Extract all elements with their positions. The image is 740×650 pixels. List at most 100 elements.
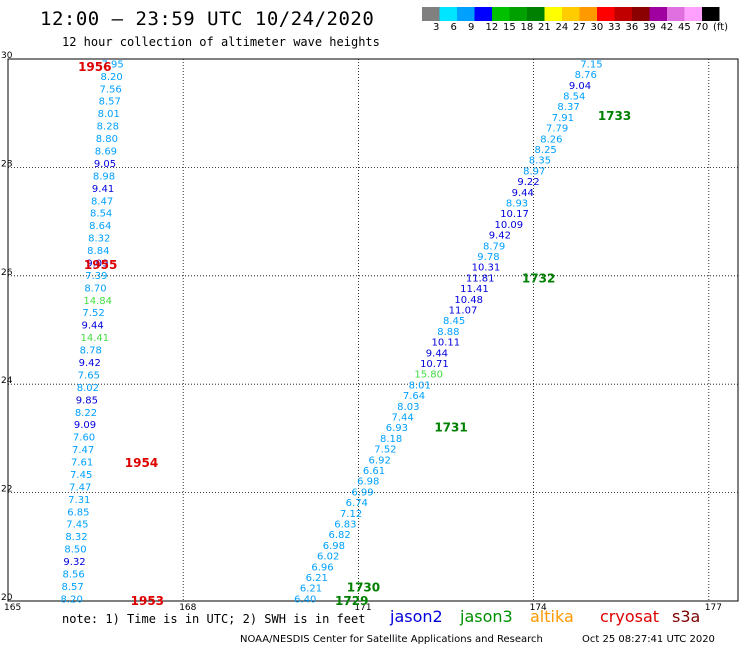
y-tick-label: 26 (1, 268, 13, 278)
color-swatch (439, 7, 457, 21)
legend-jason2: jason2 (390, 607, 443, 626)
color-scale-label: 6 (450, 22, 457, 33)
color-scale-label: 18 (520, 22, 534, 33)
wave-height-value: 6.61 (363, 466, 385, 477)
color-scale-label: 9 (468, 22, 475, 33)
wave-height-value: 11.41 (460, 284, 489, 295)
wave-height-value: 8.47 (91, 196, 113, 207)
color-scale-label: 27 (573, 22, 586, 33)
color-swatch (649, 7, 667, 21)
legend-cryosat: cryosat (600, 607, 660, 626)
wave-height-value: 7.52 (374, 445, 396, 456)
color-scale-label: 70 (695, 22, 709, 33)
wave-height-value: 8.45 (443, 316, 465, 327)
wave-height-value: 8.80 (96, 134, 118, 145)
wave-height-value: 6.02 (317, 552, 339, 563)
wave-height-value: 14.41 (81, 333, 110, 344)
color-scale-label: 15 (503, 22, 516, 33)
color-scale-label: 24 (555, 22, 569, 33)
wave-height-value: 7.79 (546, 124, 568, 135)
color-swatch (562, 7, 580, 21)
wave-height-value: 8.70 (84, 283, 106, 294)
y-tick-label: 20 (1, 593, 13, 603)
wave-height-value: 10.48 (454, 295, 483, 306)
wave-height-value: 7.15 (580, 59, 602, 70)
wave-height-value: 8.76 (575, 70, 597, 81)
wave-height-value: 8.01 (98, 109, 120, 120)
color-scale-label: (ft) (713, 22, 729, 33)
wave-height-value: 9.32 (63, 557, 85, 568)
color-scale-legend (422, 7, 720, 21)
wave-height-value: 6.85 (67, 507, 89, 518)
color-swatch (667, 7, 685, 21)
wave-height-value: 8.54 (90, 209, 112, 220)
wave-height-value: 8.50 (64, 545, 86, 556)
color-swatch (527, 7, 545, 21)
wave-height-value: 8.20 (100, 72, 122, 83)
color-swatch (474, 7, 492, 21)
wave-height-value: 10.17 (500, 209, 529, 220)
y-tick-label: 24 (1, 376, 13, 386)
wave-height-value: 8.37 (557, 102, 579, 113)
y-tick-label: 30 (1, 51, 13, 61)
wave-height-value: 7.39 (85, 271, 107, 282)
wave-height-value: 8.54 (563, 92, 585, 103)
color-scale-label: 39 (643, 22, 656, 33)
wave-height-value: 8.01 (409, 380, 431, 391)
color-swatch (544, 7, 562, 21)
x-tick-label: 174 (530, 603, 547, 610)
x-tick-label: 171 (354, 603, 371, 610)
wave-height-value: 8.25 (535, 145, 557, 156)
wave-height-value: 9.44 (512, 188, 534, 199)
wave-height-value: 7.47 (72, 445, 94, 456)
wave-height-value: 8.32 (88, 234, 110, 245)
wave-height-value: 8.84 (87, 246, 109, 257)
color-swatch (597, 7, 615, 21)
wave-height-value: 6.21 (306, 573, 328, 584)
wave-height-plot: 165 168 171 174 1772022242628308.208.578.569… (1, 51, 739, 610)
wave-height-value: 7.31 (68, 495, 90, 506)
wave-height-value: 11.81 (466, 273, 495, 284)
wave-height-value: 7.52 (82, 308, 104, 319)
color-swatch (632, 7, 650, 21)
wave-height-value: 8.35 (529, 156, 551, 167)
wave-height-value: 6.82 (328, 530, 350, 541)
wave-height-value: 6.98 (357, 477, 379, 488)
wave-height-value: 8.69 (95, 147, 117, 158)
color-swatch (457, 7, 475, 21)
wave-height-value: 8.64 (89, 221, 111, 232)
wave-height-value: 9.78 (477, 252, 499, 263)
wave-height-value: 9.42 (489, 231, 511, 242)
wave-height-value: 7.64 (403, 391, 425, 402)
wave-height-value: 6.40 (294, 594, 316, 605)
wave-height-value: 6.74 (346, 498, 368, 509)
wave-height-value: 9.41 (92, 184, 114, 195)
wave-height-value: 9.44 (81, 321, 103, 332)
color-swatch (579, 7, 597, 21)
color-swatch (492, 7, 510, 21)
wave-height-value: 10.11 (432, 338, 461, 349)
legend-altika: altika (530, 607, 574, 626)
color-swatch (702, 7, 720, 21)
wave-height-value: 11.07 (449, 305, 478, 316)
wave-height-value: 8.28 (97, 122, 119, 133)
y-tick-label: 28 (1, 159, 13, 169)
pass-time-label: 1955 (84, 258, 117, 272)
pass-time-label: 1731 (434, 421, 467, 435)
wave-height-value: 7.12 (340, 509, 362, 520)
color-scale-label: 42 (660, 22, 674, 33)
wave-height-value: 8.22 (75, 408, 97, 419)
wave-height-value: 8.93 (506, 199, 528, 210)
color-scale-label: 36 (625, 22, 639, 33)
pass-time-label: 1954 (125, 456, 158, 470)
wave-height-value: 8.02 (77, 383, 99, 394)
wave-height-value: 10.71 (420, 359, 449, 370)
wave-height-value: 7.56 (100, 84, 122, 95)
wave-height-value: 8.56 (62, 569, 84, 580)
wave-height-value: 9.05 (94, 159, 116, 170)
x-tick-label: 177 (705, 603, 722, 610)
color-scale-label: 12 (485, 22, 499, 33)
pass-time-label: 1729 (335, 594, 368, 608)
wave-height-value: 9.44 (426, 348, 448, 359)
credit-text: NOAA/NESDIS Center for Satellite Applica… (240, 634, 543, 645)
